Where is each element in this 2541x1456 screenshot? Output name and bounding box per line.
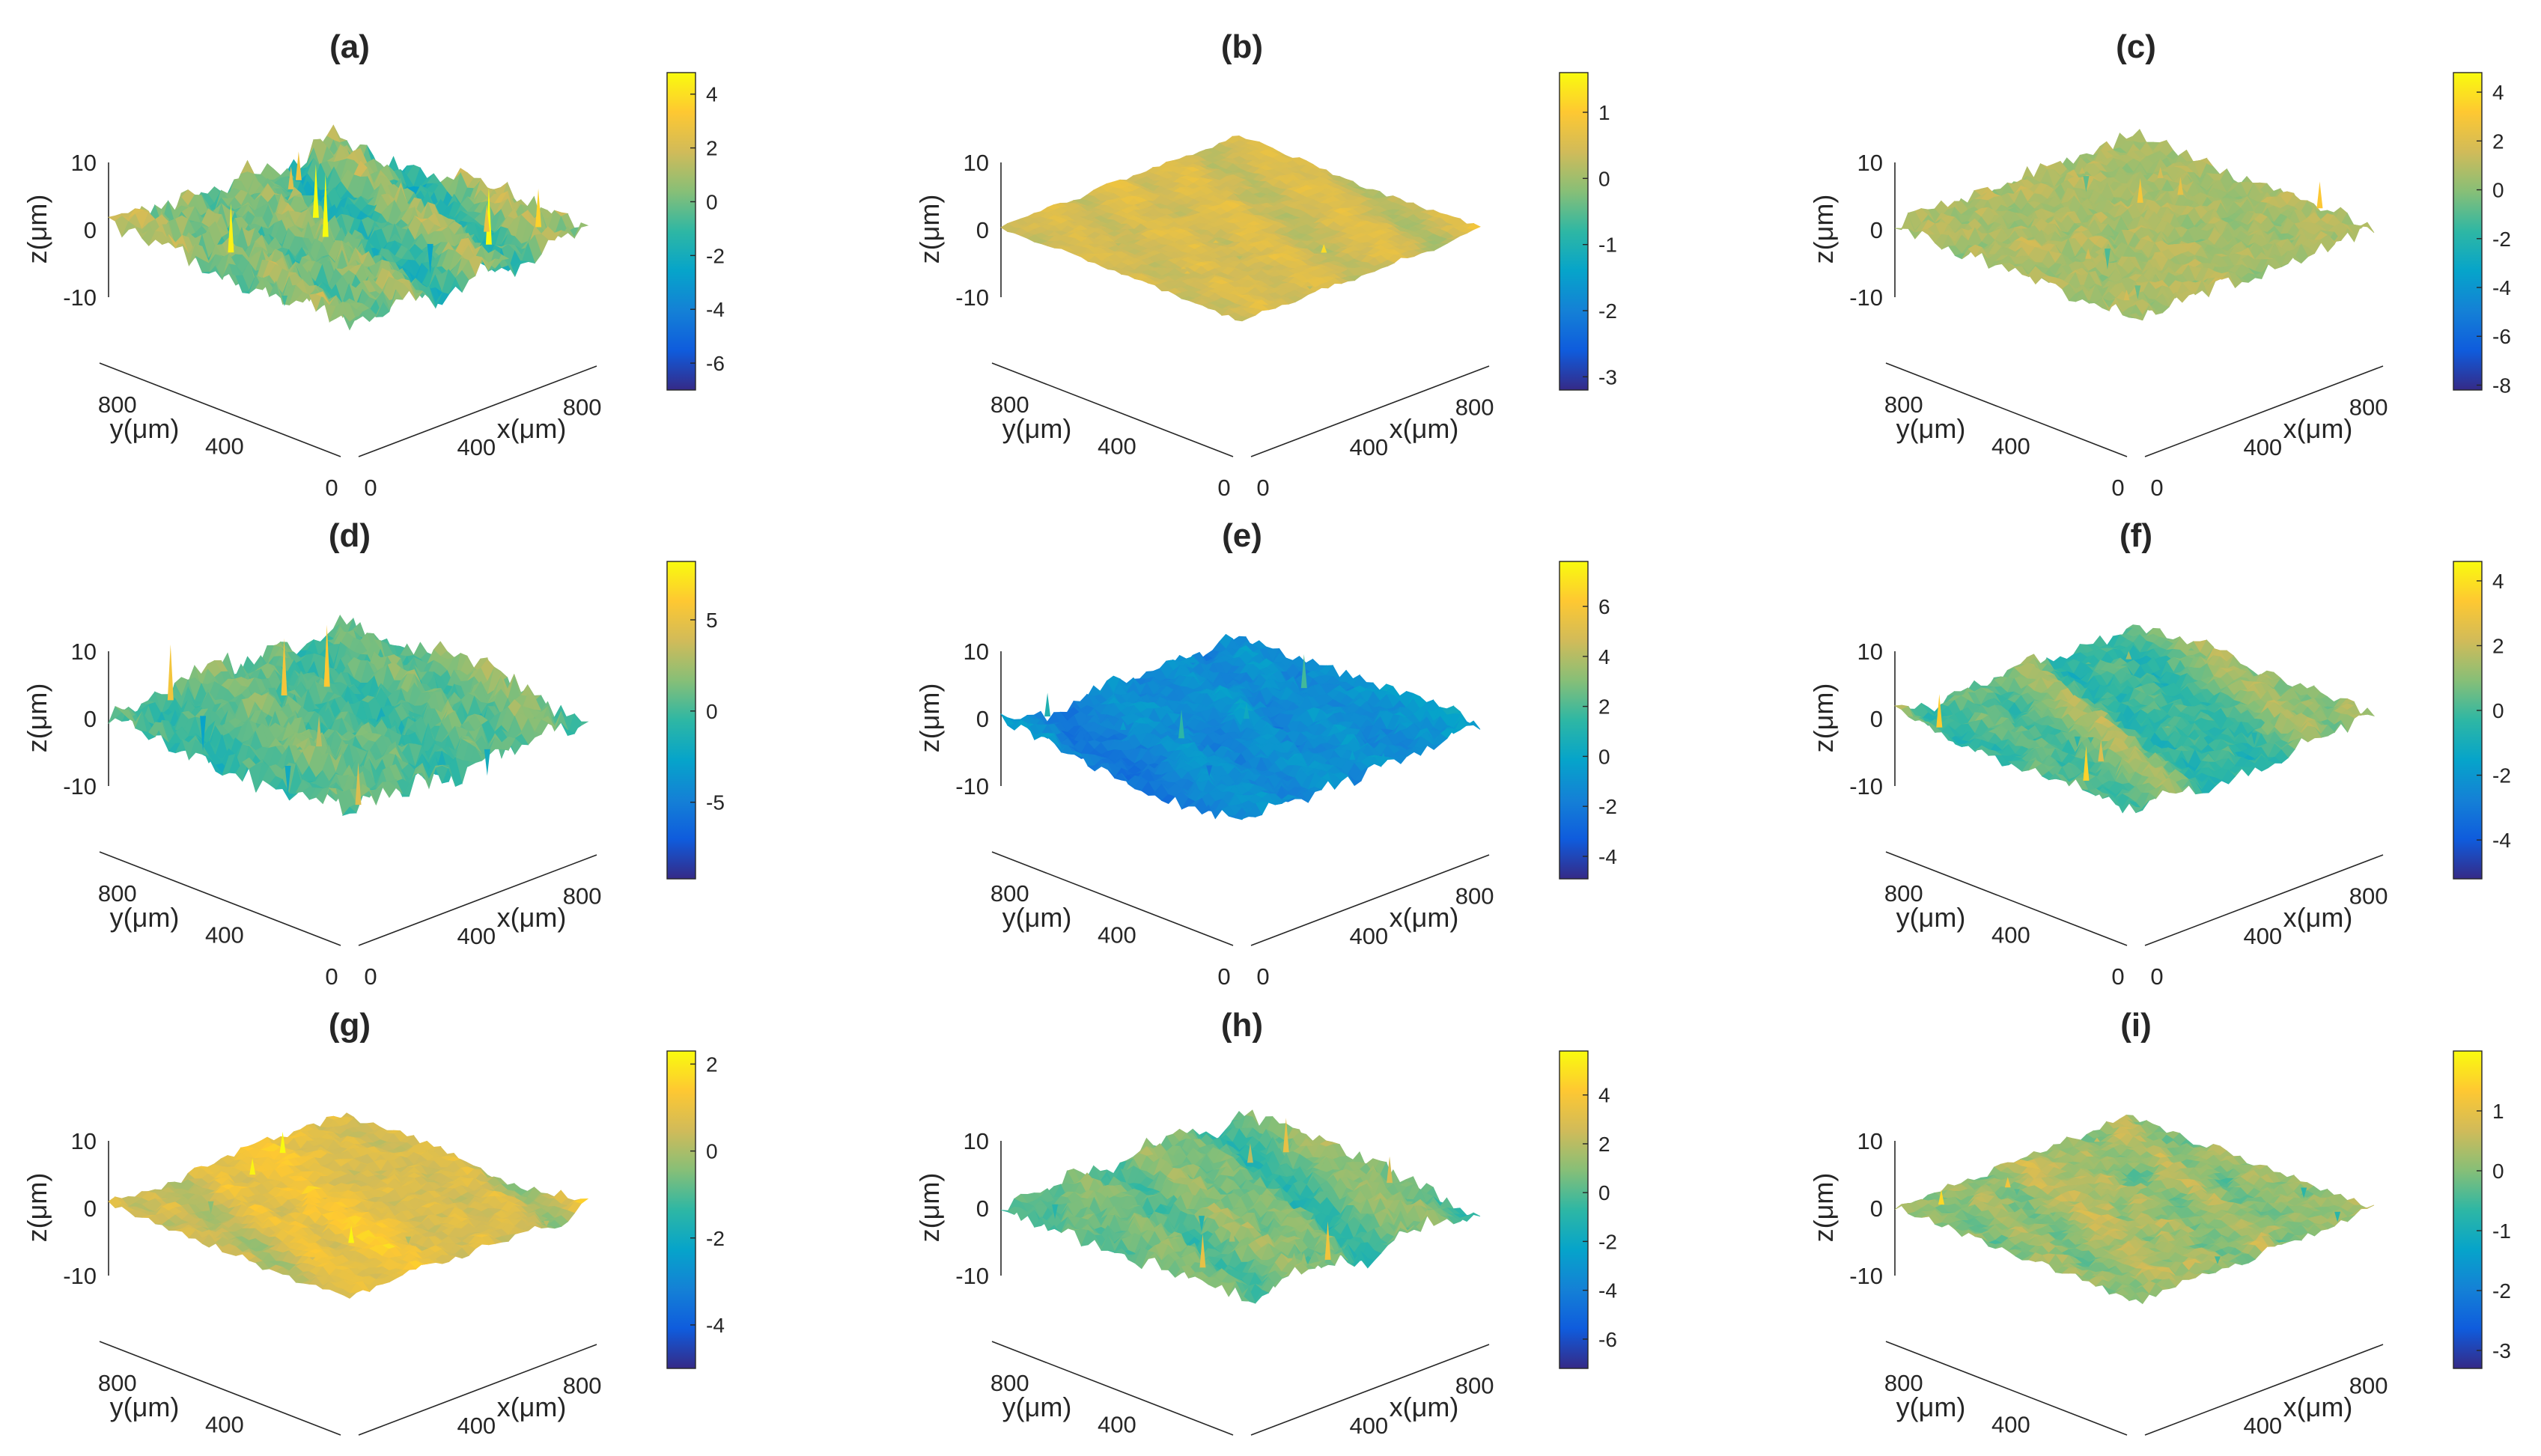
colorbar-tick-label: 0 [2492,179,2504,202]
y-tick-label: 0 [325,475,338,501]
colorbar-tick-label: 2 [2492,130,2504,153]
surface-mesh [107,124,589,331]
panel-title: (b) [1221,28,1263,65]
surface-mesh [108,614,589,817]
x-tick-label: 0 [364,475,377,501]
colorbar-tick-label: 0 [1598,167,1610,190]
y-axis-label: y(μm) [110,902,180,933]
y-tick-label: 800 [98,392,137,418]
x-tick-label: 400 [1349,434,1388,460]
z-tick-label: 10 [964,150,989,176]
surface-mesh [1000,135,1481,322]
colorbar-tick-label: 0 [706,190,718,213]
x-tick-label: 800 [563,394,602,420]
y-tick-label: 0 [1217,475,1230,501]
panel-title: (d) [329,517,371,554]
z-tick-label: 10 [1857,150,1883,176]
z-axis-label: z(μm) [22,683,52,753]
x-tick-label: 400 [2243,434,2282,460]
z-axis-label: z(μm) [22,195,52,264]
colorbar-tick-label: -2 [2492,228,2511,251]
colorbar-tick-label: -8 [2492,374,2511,397]
y-axis-line [99,362,341,457]
surface-panel-b: (b)04008000400800100-10x(μm)y(μm)z(μm)10… [914,28,1617,501]
colorbar-tick-label: -4 [2492,276,2511,299]
x-tick-label: 800 [563,883,602,909]
z-axis-label: z(μm) [914,195,945,264]
colorbar-tick-label: -2 [706,244,725,267]
colorbar-tick-label: -2 [1598,299,1617,323]
x-axis-label: x(μm) [2283,413,2353,444]
z-tick-label: 0 [84,706,97,732]
colorbar [2453,72,2483,391]
x-tick-label: 400 [457,434,496,460]
y-axis-label: y(μm) [1002,413,1072,444]
z-tick-label: -10 [63,284,97,311]
z-tick-label: 10 [71,150,97,176]
colorbar [666,72,696,391]
colorbar-tick-label: 1 [1598,101,1610,124]
y-tick-label: 400 [1991,433,2030,459]
x-axis-line [358,365,597,457]
colorbar-tick-label: -6 [2492,325,2511,348]
surface-mesh [1894,128,2375,321]
y-axis-label: y(μm) [110,413,180,444]
x-axis-label: x(μm) [497,413,567,444]
surface-panel-d: (d)04008000400800100-10x(μm)y(μm)z(μm)50… [22,517,725,990]
x-tick-label: 400 [457,923,496,949]
x-tick-label: 0 [1256,475,1269,501]
colorbar-tick-label: -1 [1598,234,1617,257]
z-tick-label: -10 [63,773,97,799]
colorbar [1559,72,1589,391]
surface-panel-a: (a) 0 400 800 0 400 800 10 0 -10 x(μm) y(μm) z(μm) 4 2… [22,28,725,501]
colorbar-tick-label: 4 [2492,81,2504,104]
z-tick-label: 0 [84,217,97,243]
z-tick-label: -10 [1849,284,1883,311]
x-axis-label: x(μm) [497,902,567,933]
surface-cell [2359,222,2375,234]
y-axis-label: y(μm) [1896,413,1966,444]
surface-peak [2316,181,2323,209]
z-axis-label: z(μm) [1808,195,1839,264]
y-tick-label: 400 [205,922,244,948]
colorbar-tick-label: 2 [706,137,718,160]
y-tick-label: 0 [325,963,338,990]
y-tick-label: 0 [2111,475,2124,501]
x-tick-label: 800 [1455,394,1494,420]
x-tick-label: 800 [2349,394,2388,420]
z-tick-label: 0 [976,217,989,243]
panel-title: (a) [329,28,370,65]
colorbar-tick-label: -3 [1598,365,1617,389]
x-axis-label: x(μm) [1390,413,1459,444]
surface-panel-c: (c)04008000400800100-10x(μm)y(μm)z(μm)42… [1808,28,2511,501]
colorbar-tick-label: -6 [706,352,725,375]
y-tick-label: 400 [205,433,244,459]
x-tick-label: 0 [364,963,377,990]
z-tick-label: -10 [955,284,989,311]
colorbar-tick-label: 4 [706,83,718,106]
z-tick-label: 10 [71,639,97,665]
panel-title: (c) [2116,28,2156,65]
x-tick-label: 0 [2150,475,2163,501]
colorbar-tick-label: -4 [706,298,725,321]
z-tick-label: 0 [1870,217,1883,243]
y-tick-label: 400 [1098,433,1136,459]
